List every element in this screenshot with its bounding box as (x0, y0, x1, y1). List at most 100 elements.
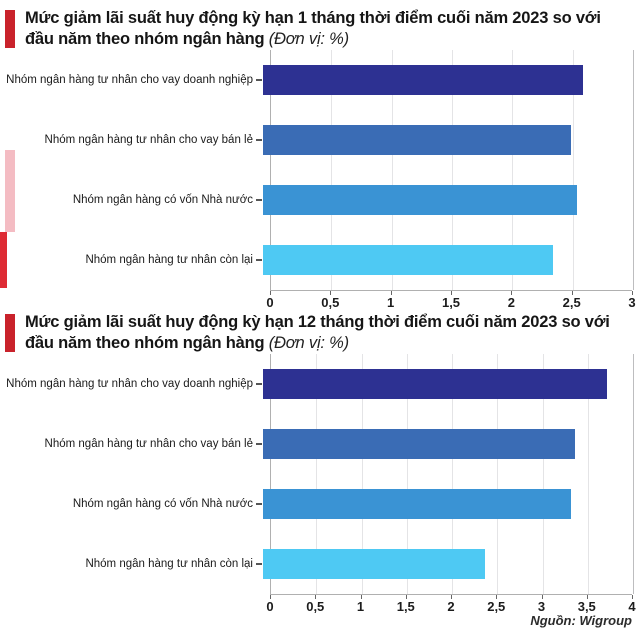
x-axis-tick-label: 1 (356, 599, 365, 614)
chart1-unit-label: (Đơn vị: %) (268, 30, 349, 48)
category-label-text: Nhóm ngân hàng có vốn Nhà nước (72, 193, 253, 206)
gridline (587, 354, 589, 594)
category-tick (256, 383, 262, 385)
x-axis-tick-label: 0,5 (306, 599, 325, 614)
bar-track (262, 230, 624, 290)
x-axis-tickmark (451, 595, 452, 599)
bar (263, 65, 583, 95)
category-label-text: Nhóm ngân hàng tư nhân cho vay doanh ngh… (6, 377, 253, 390)
category-label-text: Nhóm ngân hàng tư nhân còn lại (85, 253, 253, 266)
gridline (497, 354, 499, 594)
category-label: Nhóm ngân hàng tư nhân cho vay bán lẻ (0, 134, 262, 147)
chart1-title-text: Mức giảm lãi suất huy động kỳ hạn 1 thán… (25, 9, 601, 48)
x-axis-tickmark (315, 595, 317, 599)
x-axis-tickmark (390, 291, 392, 295)
gridline (633, 354, 634, 594)
plot-area (270, 354, 634, 594)
category-label: Nhóm ngân hàng có vốn Nhà nước (0, 498, 262, 511)
chart2-title-block: Mức giảm lãi suất huy động kỳ hạn 12 thá… (25, 312, 629, 354)
category-label-text: Nhóm ngân hàng có vốn Nhà nước (72, 497, 253, 510)
x-axis-tick-label: 1,5 (396, 599, 415, 614)
chart-row: Nhóm ngân hàng tư nhân còn lại (0, 230, 640, 290)
category-label-text: Nhóm ngân hàng tư nhân cho vay bán lẻ (44, 437, 253, 450)
bar (263, 489, 571, 519)
chart-1-month-term: Nhóm ngân hàng tư nhân cho vay doanh ngh… (0, 50, 640, 310)
x-axis: 0 0,5 1 1,5 2 2,5 3 3,5 4 (266, 594, 636, 617)
bar-track (262, 50, 624, 110)
x-axis-tick-label: 3 (628, 295, 636, 310)
x-axis-tick-label: 0,5 (321, 295, 340, 310)
bar (263, 125, 571, 155)
bar (263, 245, 553, 275)
x-axis-tickmark (632, 291, 633, 295)
chart1-title-block: Mức giảm lãi suất huy động kỳ hạn 1 thán… (25, 8, 629, 50)
x-axis-tick-label: 3 (537, 599, 546, 614)
x-axis-tick-label: 3,5 (577, 599, 596, 614)
bar-track (262, 474, 624, 534)
chart-rows: Nhóm ngân hàng tư nhân cho vay doanh ngh… (0, 354, 640, 594)
bar-track (262, 110, 624, 170)
chart-12-month-term: Nhóm ngân hàng tư nhân cho vay doanh ngh… (0, 354, 640, 614)
gridline (391, 50, 393, 290)
x-axis-tickmark (496, 595, 498, 599)
source-credit: Nguồn: Wigroup (530, 613, 632, 628)
category-tick (256, 259, 262, 261)
bar (263, 549, 485, 579)
x-axis-tickmark (360, 595, 362, 599)
x-axis-tickmark (511, 291, 513, 295)
x-axis-tickmark (330, 291, 332, 295)
chart-row: Nhóm ngân hàng tư nhân cho vay bán lẻ (0, 110, 640, 170)
bar (263, 185, 577, 215)
category-label: Nhóm ngân hàng tư nhân cho vay doanh ngh… (0, 74, 262, 87)
bar-track (262, 354, 624, 414)
category-tick (256, 563, 262, 565)
left-red-strip (0, 232, 7, 288)
x-axis-tick-label: 1,5 (441, 295, 461, 310)
category-label: Nhóm ngân hàng có vốn Nhà nước (0, 194, 262, 207)
bar-track (262, 414, 624, 474)
category-tick (256, 503, 262, 505)
chart-row: Nhóm ngân hàng tư nhân cho vay doanh ngh… (0, 50, 640, 110)
x-axis-tick-label: 2 (447, 599, 455, 614)
x-axis-tickmark (586, 595, 588, 599)
gridline (316, 354, 318, 594)
chart2-unit-label: (Đơn vị: %) (268, 334, 349, 352)
category-label-text: Nhóm ngân hàng tư nhân còn lại (85, 557, 253, 570)
category-label: Nhóm ngân hàng tư nhân cho vay doanh ngh… (0, 378, 262, 391)
x-axis-tickmark (541, 595, 543, 599)
category-tick (256, 443, 262, 445)
chart-row: Nhóm ngân hàng tư nhân cho vay bán lẻ (0, 414, 640, 474)
chart2-title: Mức giảm lãi suất huy động kỳ hạn 12 thá… (25, 312, 629, 354)
x-axis-tickmark (632, 595, 633, 599)
x-axis-tick-label: 0 (266, 295, 274, 310)
category-label: Nhóm ngân hàng tư nhân còn lại (0, 558, 262, 571)
bar (263, 369, 607, 399)
x-axis-tickmark (270, 291, 271, 295)
gridline (572, 50, 574, 290)
x-axis: 0 0,5 1 1,5 2 2,5 3 (266, 290, 636, 313)
x-axis-tick-label: 1 (387, 295, 395, 310)
x-axis-tick-label: 2,5 (487, 599, 506, 614)
chart2-title-text: Mức giảm lãi suất huy động kỳ hạn 12 thá… (25, 313, 610, 352)
category-tick (256, 79, 262, 81)
gridline (633, 50, 634, 290)
chart-row: Nhóm ngân hàng có vốn Nhà nước (0, 170, 640, 230)
bar-track (262, 534, 624, 594)
x-axis-tick-label: 2,5 (562, 295, 581, 310)
category-label: Nhóm ngân hàng tư nhân còn lại (0, 254, 262, 267)
x-axis-tick-label: 0 (266, 599, 274, 614)
x-axis-tickmark (451, 291, 452, 295)
category-label: Nhóm ngân hàng tư nhân cho vay bán lẻ (0, 438, 262, 451)
x-axis-tickmark (571, 291, 573, 295)
category-tick (256, 199, 262, 201)
plot-area (270, 50, 634, 290)
x-axis-tick-label: 2 (507, 295, 515, 310)
category-label-text: Nhóm ngân hàng tư nhân cho vay doanh ngh… (6, 73, 253, 86)
x-axis-tick-label: 4 (628, 599, 636, 614)
gridline (331, 50, 333, 290)
bar-track (262, 170, 624, 230)
title2-accent-bar (5, 314, 15, 352)
chart-rows: Nhóm ngân hàng tư nhân cho vay doanh ngh… (0, 50, 640, 290)
title1-accent-bar (5, 10, 15, 48)
gridline (512, 50, 514, 290)
